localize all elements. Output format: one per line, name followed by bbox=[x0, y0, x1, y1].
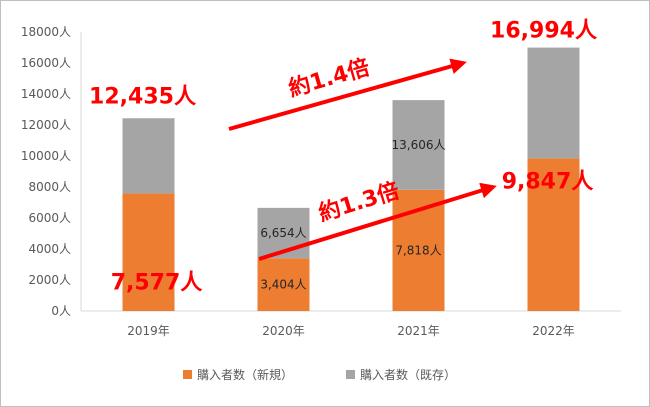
bar-existing-4 bbox=[527, 47, 580, 159]
bar-new-4 bbox=[527, 158, 580, 311]
x-tick-label: 2020年 bbox=[262, 324, 305, 338]
arrow-upper bbox=[228, 58, 467, 131]
bar-existing-1 bbox=[122, 118, 175, 194]
x-tick-label: 2019年 bbox=[127, 324, 170, 338]
y-tick-label: 12000人 bbox=[21, 118, 71, 132]
total-label-2021: 13,606人 bbox=[392, 138, 446, 152]
new-label-2022: 9,847人 bbox=[502, 169, 594, 194]
y-tick-label: 8000人 bbox=[28, 180, 71, 194]
y-tick-label: 2000人 bbox=[28, 273, 71, 287]
y-tick-label: 0人 bbox=[51, 304, 71, 318]
y-tick-label: 16000人 bbox=[21, 56, 71, 70]
legend-label-new: 購入者数（新規） bbox=[197, 367, 293, 382]
y-tick-label: 18000人 bbox=[21, 25, 71, 39]
y-tick-label: 4000人 bbox=[28, 242, 71, 256]
new-label-2021: 7,818人 bbox=[395, 243, 441, 257]
total-label-2019: 12,435人 bbox=[89, 84, 196, 109]
arrow-lower bbox=[258, 182, 497, 261]
legend: 購入者数（新規） 購入者数（既存） bbox=[183, 367, 456, 382]
x-tick-label: 2021年 bbox=[397, 324, 440, 338]
legend-label-existing: 購入者数（既存） bbox=[360, 367, 456, 382]
total-label-2020: 6,654人 bbox=[260, 226, 306, 240]
y-tick-label: 14000人 bbox=[21, 87, 71, 101]
bars bbox=[122, 47, 580, 311]
bar-new-1 bbox=[122, 193, 175, 311]
legend-swatch-existing bbox=[346, 370, 355, 379]
x-axis-ticks: 2019年 2020年 2021年 2022年 bbox=[127, 324, 575, 338]
y-tick-label: 6000人 bbox=[28, 211, 71, 225]
new-label-2019: 7,577人 bbox=[111, 270, 203, 295]
legend-swatch-new bbox=[183, 370, 192, 379]
y-axis-ticks: 0人 2000人 4000人 6000人 8000人 10000人 12000人 14000人… bbox=[21, 25, 71, 318]
new-label-2020: 3,404人 bbox=[260, 278, 306, 292]
bar-new-2 bbox=[257, 258, 310, 311]
bar-existing-3 bbox=[392, 100, 445, 190]
x-tick-label: 2022年 bbox=[532, 324, 575, 338]
data-labels: 12,435人 7,577人 6,654人 3,404人 13,606人 7,818人 16… bbox=[89, 19, 597, 296]
total-label-2022: 16,994人 bbox=[490, 19, 597, 44]
y-tick-label: 10000人 bbox=[21, 149, 71, 163]
arrow-upper-label: 約1.4倍 bbox=[286, 54, 373, 102]
